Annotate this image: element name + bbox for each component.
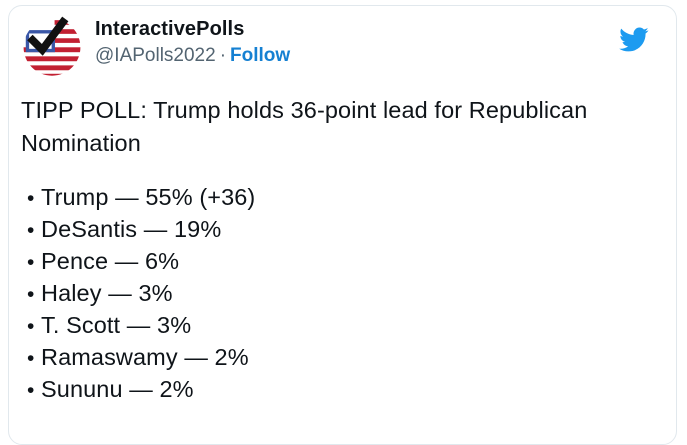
poll-result-label: Pence — 6% bbox=[41, 248, 180, 274]
poll-result-label: DeSantis — 19% bbox=[41, 216, 222, 242]
poll-results-list: • Trump — 55% (+36) • DeSantis — 19% • P… bbox=[21, 182, 656, 406]
poll-result-row: • Sununu — 2% bbox=[27, 374, 656, 406]
poll-result-label: T. Scott — 3% bbox=[41, 312, 192, 338]
tweet-header: InteractivePolls @IAPolls2022 · Follow bbox=[21, 15, 656, 77]
bullet: • bbox=[27, 187, 35, 210]
poll-result-row: • Trump — 55% (+36) bbox=[27, 182, 656, 214]
poll-result-row: • Pence — 6% bbox=[27, 246, 656, 278]
poll-result-row: • T. Scott — 3% bbox=[27, 310, 656, 342]
bullet: • bbox=[27, 347, 35, 370]
author-subline: @IAPolls2022 · Follow bbox=[95, 44, 290, 67]
us-flag-ballot-check-avatar[interactable] bbox=[21, 15, 83, 77]
bullet: • bbox=[27, 283, 35, 306]
poll-result-row: • Ramaswamy — 2% bbox=[27, 342, 656, 374]
author-handle[interactable]: @IAPolls2022 bbox=[95, 45, 216, 67]
bullet: • bbox=[27, 219, 35, 242]
tweet-text: TIPP POLL: Trump holds 36-point lead for… bbox=[21, 97, 588, 156]
follow-link[interactable]: Follow bbox=[230, 45, 291, 67]
poll-result-row: • DeSantis — 19% bbox=[27, 214, 656, 246]
poll-result-label: Haley — 3% bbox=[41, 280, 173, 306]
author-block: InteractivePolls @IAPolls2022 · Follow bbox=[95, 17, 290, 68]
poll-result-label: Ramaswamy — 2% bbox=[41, 344, 249, 370]
bullet: • bbox=[27, 315, 35, 338]
poll-result-row: • Haley — 3% bbox=[27, 278, 656, 310]
bullet: • bbox=[27, 379, 35, 402]
bullet: • bbox=[27, 251, 35, 274]
dot-separator: · bbox=[219, 45, 227, 67]
twitter-bird-icon[interactable] bbox=[615, 24, 652, 55]
poll-result-label: Sununu — 2% bbox=[41, 376, 194, 402]
tweet-card: InteractivePolls @IAPolls2022 · Follow TIP… bbox=[8, 5, 677, 445]
author-name[interactable]: InteractivePolls bbox=[95, 18, 245, 40]
poll-result-label: Trump — 55% (+36) bbox=[41, 184, 256, 210]
